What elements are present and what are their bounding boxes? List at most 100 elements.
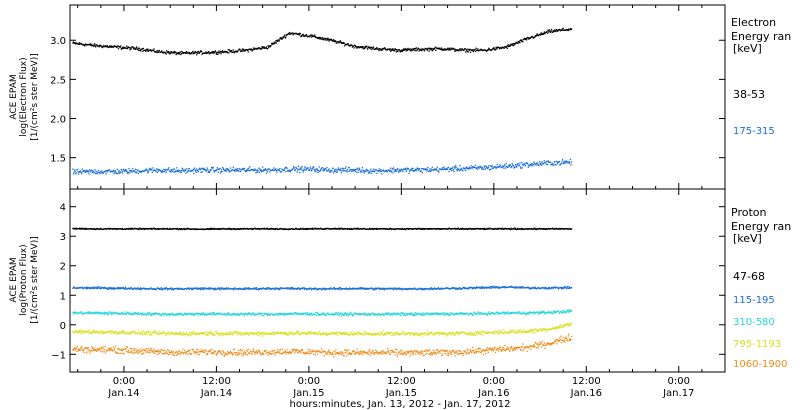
data-point (533, 287, 535, 290)
data-point (499, 165, 502, 167)
data-point (202, 313, 204, 315)
data-point (96, 312, 98, 314)
data-point (341, 167, 344, 169)
data-point (266, 287, 268, 289)
data-point (513, 227, 516, 229)
data-point (389, 49, 391, 51)
data-point (535, 34, 538, 36)
data-point (504, 312, 507, 314)
data-point (275, 40, 277, 42)
data-point (527, 286, 529, 288)
data-point (327, 37, 329, 39)
data-point (98, 313, 101, 315)
data-point (88, 173, 90, 175)
data-point (247, 287, 249, 290)
data-point (250, 314, 253, 316)
data-point (252, 49, 254, 51)
data-point (104, 286, 106, 289)
data-point (259, 313, 261, 315)
data-point (228, 228, 230, 230)
data-point (130, 332, 132, 334)
data-point (113, 288, 115, 290)
data-point (426, 168, 428, 170)
data-point (345, 170, 347, 172)
data-point (484, 313, 486, 315)
data-point (515, 312, 517, 315)
data-point (130, 333, 132, 335)
data-point (552, 227, 554, 229)
data-point (178, 228, 180, 231)
data-point (501, 312, 503, 314)
data-point (314, 169, 316, 171)
data-point (288, 333, 290, 335)
data-point (298, 330, 300, 333)
data-point (117, 286, 119, 289)
data-point (386, 49, 389, 51)
data-point (543, 288, 545, 290)
data-point (122, 47, 125, 49)
data-point (189, 52, 191, 54)
data-point (238, 49, 240, 51)
data-point (151, 314, 153, 317)
data-point (181, 287, 183, 289)
data-point (113, 331, 116, 333)
data-point (186, 288, 188, 290)
data-point (237, 314, 239, 316)
data-point (240, 50, 242, 53)
data-point (399, 170, 401, 173)
data-point (413, 48, 416, 50)
data-point (340, 315, 342, 317)
data-point (213, 51, 215, 54)
data-point (232, 166, 234, 168)
data-point (142, 312, 144, 314)
data-point (330, 171, 332, 173)
data-point (467, 313, 469, 315)
data-point (105, 173, 107, 175)
data-point (235, 170, 237, 172)
data-point (379, 48, 381, 50)
data-point (113, 171, 116, 173)
data-point (498, 48, 501, 50)
data-point (212, 312, 214, 314)
data-point (199, 287, 201, 289)
data-point (262, 312, 264, 314)
data-point (255, 169, 258, 171)
data-point (309, 331, 311, 333)
data-point (404, 312, 406, 315)
data-point (529, 163, 532, 165)
data-point (122, 46, 124, 48)
data-point (120, 45, 122, 47)
data-point (262, 332, 264, 334)
data-point (488, 47, 490, 49)
data-point (393, 287, 395, 289)
data-point (93, 312, 95, 314)
data-point (340, 312, 342, 314)
data-point (161, 171, 163, 173)
data-point (95, 46, 97, 48)
data-point (208, 333, 210, 335)
data-point (192, 50, 194, 53)
data-point (402, 170, 404, 173)
data-point (255, 332, 257, 334)
data-point (318, 313, 320, 315)
data-point (140, 332, 142, 334)
data-point (156, 168, 158, 170)
data-point (335, 40, 337, 43)
data-point (391, 287, 394, 289)
data-point (306, 333, 308, 336)
data-point (540, 32, 542, 34)
data-point (394, 170, 396, 172)
data-point (506, 47, 508, 49)
data-point (374, 171, 376, 173)
data-point (406, 313, 408, 315)
data-point (353, 168, 355, 171)
data-point (392, 288, 395, 291)
data-point (564, 161, 567, 163)
data-point (284, 314, 286, 316)
data-point (410, 48, 412, 50)
data-point (322, 314, 324, 316)
data-point (543, 160, 545, 162)
data-point (539, 312, 541, 314)
data-point (338, 312, 340, 315)
